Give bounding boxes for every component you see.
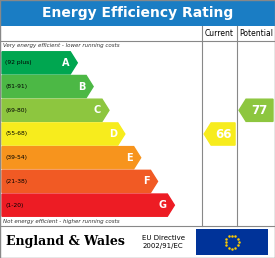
Polygon shape xyxy=(2,52,77,74)
Text: (55-68): (55-68) xyxy=(5,132,27,136)
Text: Energy Efficiency Rating: Energy Efficiency Rating xyxy=(42,6,233,20)
Polygon shape xyxy=(2,75,93,98)
Text: 66: 66 xyxy=(215,127,231,141)
Text: (39-54): (39-54) xyxy=(5,155,27,160)
Polygon shape xyxy=(2,194,174,216)
Bar xyxy=(0,226,275,258)
Text: EU Directive
2002/91/EC: EU Directive 2002/91/EC xyxy=(142,235,185,249)
Bar xyxy=(0,0,275,26)
Text: G: G xyxy=(158,200,166,210)
Text: (1-20): (1-20) xyxy=(5,203,23,208)
Polygon shape xyxy=(2,170,158,192)
Text: C: C xyxy=(94,105,101,115)
Text: E: E xyxy=(126,153,133,163)
Text: F: F xyxy=(143,176,150,187)
Polygon shape xyxy=(2,147,141,169)
Text: D: D xyxy=(109,129,117,139)
Text: (92 plus): (92 plus) xyxy=(5,60,32,65)
Polygon shape xyxy=(239,99,273,122)
Text: England & Wales: England & Wales xyxy=(6,236,125,248)
Text: A: A xyxy=(62,58,69,68)
Text: Potential: Potential xyxy=(239,29,273,38)
Text: Not energy efficient - higher running costs: Not energy efficient - higher running co… xyxy=(3,219,120,224)
Text: (21-38): (21-38) xyxy=(5,179,27,184)
Text: B: B xyxy=(78,82,85,92)
Text: (69-80): (69-80) xyxy=(5,108,27,113)
Bar xyxy=(196,229,268,255)
Text: Very energy efficient - lower running costs: Very energy efficient - lower running co… xyxy=(3,43,120,48)
Text: Current: Current xyxy=(205,29,234,38)
Text: (81-91): (81-91) xyxy=(5,84,27,89)
Polygon shape xyxy=(2,123,125,145)
Polygon shape xyxy=(2,99,109,122)
Polygon shape xyxy=(204,123,235,145)
Text: 77: 77 xyxy=(251,104,268,117)
